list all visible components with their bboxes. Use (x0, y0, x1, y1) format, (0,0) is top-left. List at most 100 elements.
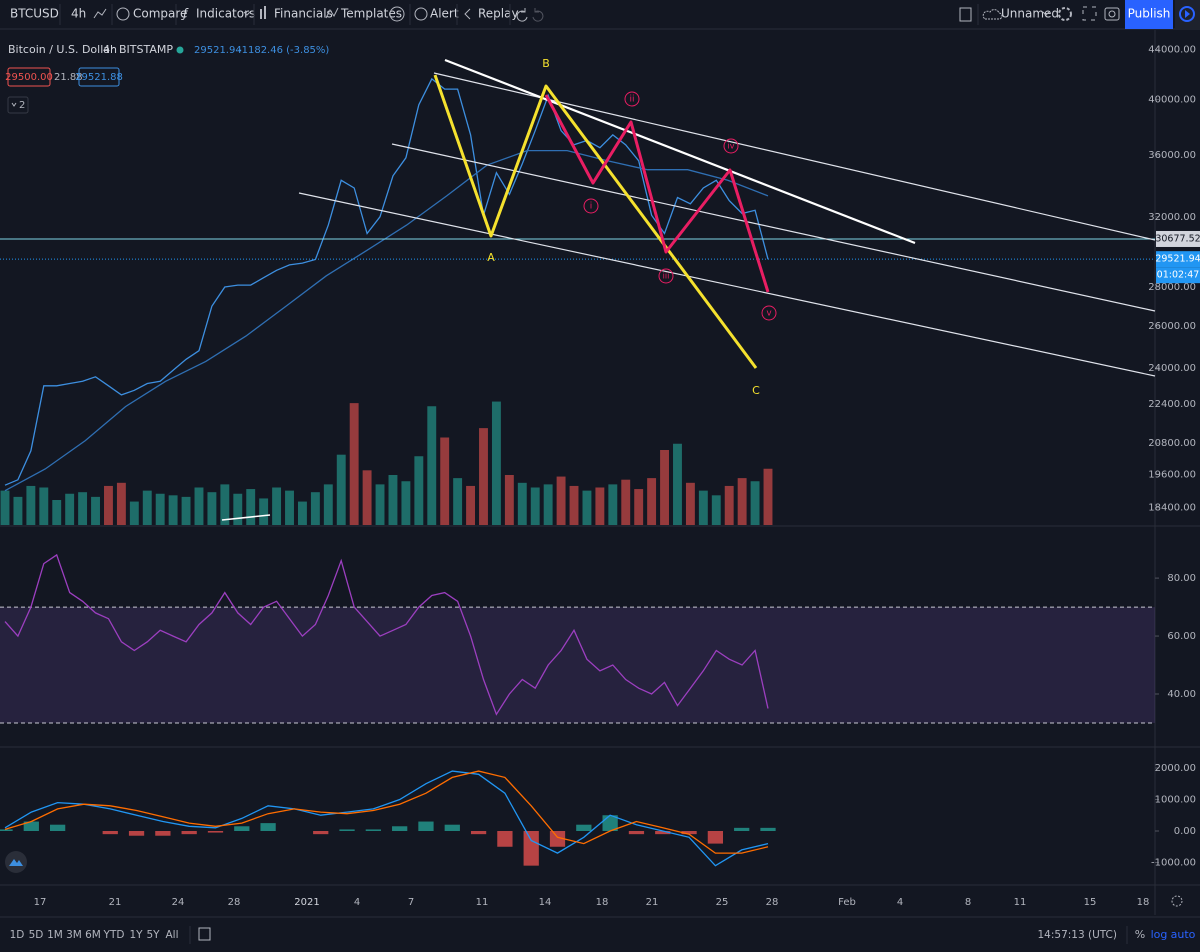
financials-button[interactable]: Financials (274, 7, 333, 21)
volume-bar (52, 500, 62, 525)
bid-box[interactable] (7, 67, 51, 87)
y-tick-label: 36000.00 (1148, 150, 1196, 161)
volume-bar (582, 490, 592, 525)
dropdown-icon[interactable] (1042, 11, 1050, 16)
range-button[interactable]: 5Y (146, 929, 160, 941)
trend-line[interactable] (444, 58, 916, 245)
range-button[interactable]: 3M (66, 929, 82, 941)
wave-label: v (766, 309, 772, 319)
wave-label: iii (663, 272, 670, 281)
cloud-icon[interactable] (982, 9, 1003, 20)
y-tick-label: 32000.00 (1148, 212, 1196, 223)
range-button[interactable]: 1M (47, 929, 63, 941)
time-label: 21 (646, 897, 659, 908)
volume-bar (440, 437, 450, 525)
snapshot-icon[interactable] (1108, 10, 1116, 18)
publish-button[interactable]: Publish (1128, 7, 1171, 21)
financials-icon[interactable] (264, 6, 266, 19)
layout-icon[interactable] (959, 7, 972, 22)
y-tick-label: 1000.00 (1155, 794, 1196, 805)
wave-label-circle (583, 198, 599, 214)
hotlist-icon[interactable] (389, 6, 405, 22)
range-button[interactable]: 1D (10, 929, 25, 941)
histogram-bar (392, 826, 408, 831)
channel-line[interactable] (433, 72, 1156, 241)
range-button[interactable]: 6M (85, 929, 101, 941)
range-button[interactable]: YTD (103, 929, 125, 941)
time-label: 8 (965, 897, 971, 908)
time-label: Feb (838, 897, 856, 908)
fullscreen-icon[interactable] (1082, 6, 1097, 21)
symbol[interactable]: BTCUSD (10, 7, 59, 21)
volume-bar (685, 482, 695, 525)
y-tick-label: 18400.00 (1148, 503, 1196, 514)
volume-bar (220, 484, 230, 525)
top-toolbar: BTCUSD 4h Compare ƒ Indicators Financial… (0, 0, 1200, 30)
rsi-band (0, 607, 1155, 723)
settings-icon[interactable] (1058, 7, 1072, 21)
trend-line[interactable] (221, 514, 271, 521)
templates-icon[interactable] (325, 7, 339, 19)
volume-bar (65, 493, 75, 525)
time-label: 17 (34, 897, 47, 908)
range-button[interactable]: All (165, 929, 178, 941)
undo-icon[interactable] (516, 8, 528, 22)
time-label: 25 (716, 897, 729, 908)
templates-button[interactable]: Templates (340, 7, 402, 21)
axis-settings[interactable] (1171, 895, 1183, 907)
range-button[interactable]: 5D (29, 929, 44, 941)
time-label: 7 (408, 897, 414, 908)
compare-icon[interactable] (116, 7, 130, 21)
collapse-icon[interactable] (11, 102, 17, 107)
chart-style-icon[interactable] (93, 8, 107, 19)
bid-price: 29500.00 (5, 72, 53, 83)
percent-toggle[interactable]: % (1135, 928, 1145, 941)
histogram-bar (549, 831, 566, 847)
legend: Bitcoin / U.S. Dollar 4h BITSTAMP 29521.… (5, 43, 329, 114)
legend-change: -1182.46 (-3.85%) (238, 45, 329, 56)
histogram-bar (155, 831, 171, 836)
replay-icon[interactable] (464, 8, 471, 20)
alert-icon[interactable] (414, 7, 428, 21)
alert-button[interactable]: Alert (430, 7, 459, 21)
volume-bar (362, 470, 372, 525)
channel-line[interactable] (298, 192, 1156, 377)
impulse-wave[interactable] (544, 94, 770, 293)
log-toggle[interactable]: log (1151, 928, 1168, 941)
range-button[interactable]: 1Y (129, 929, 143, 941)
replay-button[interactable]: Replay (478, 7, 519, 21)
indicators-button[interactable]: Indicators (196, 7, 255, 21)
time-label: 4 (354, 897, 360, 908)
collapse-box[interactable] (7, 96, 29, 114)
redo-icon[interactable] (532, 8, 544, 22)
ask-box[interactable] (78, 67, 120, 87)
compare-button[interactable]: Compare (133, 7, 187, 21)
financials-icon[interactable] (260, 9, 262, 19)
market-status[interactable] (176, 46, 184, 54)
publish-button-bg[interactable] (1125, 0, 1173, 29)
play-icon[interactable] (1185, 10, 1190, 18)
volume-bar (479, 428, 488, 525)
channel-line[interactable] (391, 143, 1156, 312)
volume-bar (634, 489, 644, 525)
volume-bar (336, 454, 346, 525)
indicators-icon[interactable]: ƒ (181, 7, 189, 21)
countdown: 01:02:47 (1157, 270, 1200, 281)
interval[interactable]: 4h (71, 7, 86, 21)
snapshot-icon[interactable] (1104, 7, 1120, 21)
price-tag (1156, 230, 1200, 247)
dropdown-icon[interactable] (243, 11, 251, 16)
y-tick-label: 26000.00 (1148, 321, 1196, 332)
volume-bar (129, 501, 139, 525)
volume-bar (168, 495, 178, 525)
play-icon[interactable] (1179, 6, 1195, 22)
goto-date-icon[interactable] (198, 927, 211, 941)
abc-wave[interactable] (433, 74, 758, 369)
auto-toggle[interactable]: auto (1171, 928, 1196, 941)
layout-name[interactable]: Unnamed (1001, 7, 1059, 21)
price-scale: 2000.00 1000.00 0.00 -1000.00 (1151, 763, 1196, 869)
volume-bar (737, 478, 747, 525)
y-tick-label: 24000.00 (1148, 363, 1196, 374)
time-label: 4 (897, 897, 903, 908)
